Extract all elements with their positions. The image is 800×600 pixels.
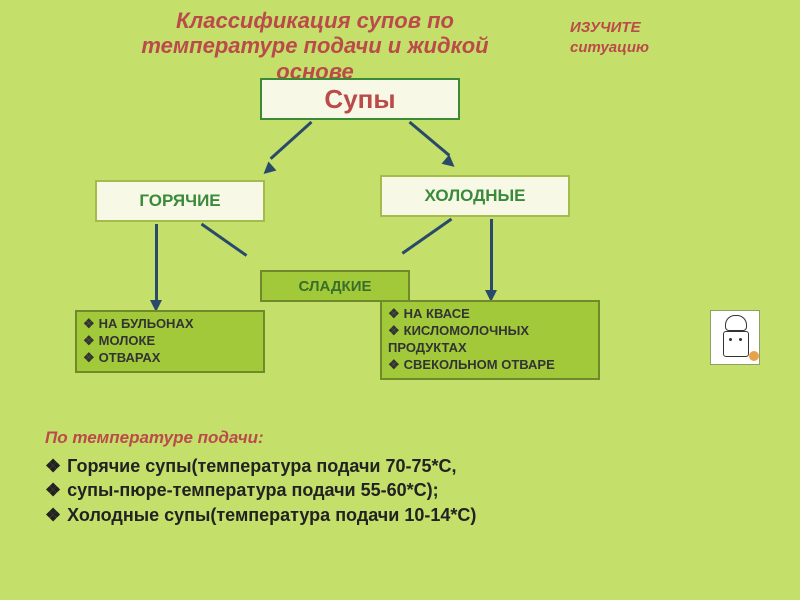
arrow: [270, 121, 313, 160]
study-note: ИЗУЧИТЕ ситуацию: [570, 18, 649, 57]
chef-body-icon: [723, 331, 749, 357]
cold-list: НА КВАСЕ КИСЛОМОЛОЧНЫХ ПРОДУКТАХ СВЕКОЛЬ…: [388, 306, 592, 374]
arrow: [401, 218, 452, 255]
list-item: МОЛОКЕ: [83, 333, 257, 350]
hot-list: НА БУЛЬОНАХ МОЛОКЕ ОТВАРАХ: [83, 316, 257, 367]
arrow: [490, 219, 493, 294]
list-item: Холодные супы(температура подачи 10-14*С…: [45, 503, 685, 527]
root-label: Супы: [324, 84, 395, 115]
chef-ball-icon: [749, 351, 759, 361]
list-item: Горячие супы(температура подачи 70-75*С,: [45, 454, 685, 478]
category-label: ХОЛОДНЫЕ: [425, 186, 526, 206]
list-item: ОТВАРАХ: [83, 350, 257, 367]
slide: Классификация супов по температуре подач…: [0, 0, 800, 600]
list-item: СВЕКОЛЬНОМ ОТВАРЕ: [388, 357, 592, 374]
list-item: супы-пюре-температура подачи 55-60*С);: [45, 478, 685, 502]
chef-eye-icon: [739, 338, 742, 341]
chef-hat-icon: [725, 315, 747, 331]
list-item: КИСЛОМОЛОЧНЫХ ПРОДУКТАХ: [388, 323, 592, 357]
note-line: ИЗУЧИТЕ: [570, 18, 649, 38]
chef-eye-icon: [729, 338, 732, 341]
cold-list-box: НА КВАСЕ КИСЛОМОЛОЧНЫХ ПРОДУКТАХ СВЕКОЛЬ…: [380, 300, 600, 380]
category-hot: ГОРЯЧИЕ: [95, 180, 265, 222]
list-item: НА КВАСЕ: [388, 306, 592, 323]
category-cold: ХОЛОДНЫЕ: [380, 175, 570, 217]
hot-list-box: НА БУЛЬОНАХ МОЛОКЕ ОТВАРАХ: [75, 310, 265, 373]
bottom-list: Горячие супы(температура подачи 70-75*С,…: [45, 454, 685, 527]
list-item: НА БУЛЬОНАХ: [83, 316, 257, 333]
bottom-text: По температуре подачи: Горячие супы(темп…: [45, 428, 685, 527]
bottom-lead: По температуре подачи:: [45, 428, 685, 448]
arrow: [155, 224, 158, 304]
root-node: Супы: [260, 78, 460, 120]
category-label: СЛАДКИЕ: [298, 278, 371, 295]
chef-icon: [710, 310, 760, 365]
arrow-head-icon: [260, 162, 277, 179]
arrow-head-icon: [442, 155, 459, 172]
note-line: ситуацию: [570, 38, 649, 58]
arrow: [201, 223, 248, 257]
category-sweet: СЛАДКИЕ: [260, 270, 410, 302]
slide-title: Классификация супов по температуре подач…: [100, 8, 530, 84]
category-label: ГОРЯЧИЕ: [139, 191, 220, 211]
arrow: [409, 121, 451, 157]
